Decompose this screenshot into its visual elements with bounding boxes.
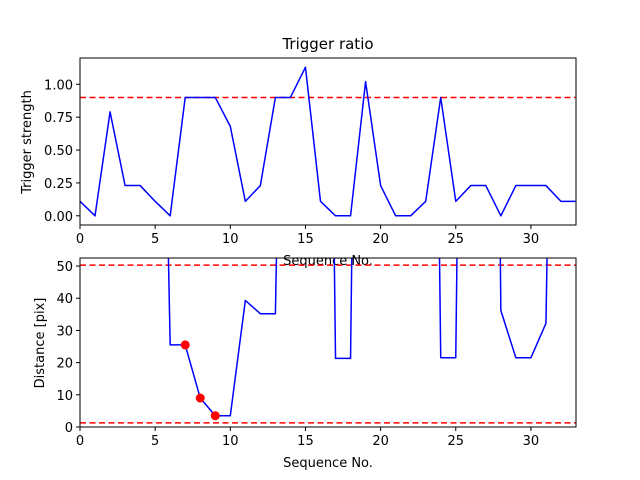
x-ticks: 0 5 10 15 20 25 30 <box>76 427 539 449</box>
x-tick-label: 15 <box>297 232 314 247</box>
plot-area <box>80 258 576 424</box>
y-tick-label: 0.75 <box>44 111 73 126</box>
x-tick-label: 0 <box>76 232 84 247</box>
data-point-marker <box>195 393 205 403</box>
x-axis-label: Sequence No. <box>283 456 373 471</box>
x-axis-label: Sequence No. <box>283 254 373 269</box>
y-tick-label: 50 <box>56 260 73 275</box>
x-tick-label: 0 <box>76 434 84 449</box>
series-line <box>167 258 278 417</box>
axes-frame <box>79 57 577 226</box>
y-tick-label: 30 <box>56 324 73 339</box>
x-tick-label: 10 <box>222 232 239 247</box>
series-line <box>499 258 548 359</box>
plot-area <box>80 66 576 217</box>
series-line <box>438 258 458 359</box>
y-tick-label: 0.50 <box>44 144 73 159</box>
series-line <box>333 258 353 360</box>
y-tick-label: 0 <box>65 421 73 436</box>
series-line <box>80 66 576 217</box>
y-ticks: 0.00 0.25 0.50 0.75 1.00 <box>44 78 80 225</box>
y-ticks: 0 10 20 30 40 50 <box>56 260 80 436</box>
x-tick-label: 5 <box>151 232 159 247</box>
y-axis-label: Trigger strength <box>20 90 35 195</box>
x-tick-label: 30 <box>523 434 540 449</box>
axes-frame <box>79 257 577 428</box>
x-tick-label: 10 <box>222 434 239 449</box>
y-tick-label: 0.25 <box>44 177 73 192</box>
trigger-ratio-panel: Trigger ratio Trigger strength Sequence … <box>20 35 576 269</box>
x-tick-label: 25 <box>447 434 464 449</box>
x-tick-label: 15 <box>297 434 314 449</box>
y-tick-label: 1.00 <box>44 78 73 93</box>
x-tick-label: 20 <box>372 434 389 449</box>
data-point-marker <box>180 340 190 350</box>
y-tick-label: 40 <box>56 292 73 307</box>
x-tick-label: 20 <box>372 232 389 247</box>
data-point-marker <box>210 411 220 421</box>
x-tick-label: 5 <box>151 434 159 449</box>
y-axis-label: Distance [pix] <box>33 298 48 389</box>
chart-title: Trigger ratio <box>281 35 373 53</box>
x-ticks: 0 5 10 15 20 25 30 <box>76 225 539 247</box>
x-tick-label: 30 <box>523 232 540 247</box>
y-tick-label: 20 <box>56 357 73 372</box>
y-tick-label: 10 <box>56 389 73 404</box>
plot-clip-group <box>80 258 576 424</box>
y-tick-label: 0.00 <box>44 210 73 225</box>
plot-clip-group <box>80 66 576 217</box>
x-tick-label: 25 <box>447 232 464 247</box>
distance-panel: Distance [pix] Sequence No. 0 5 10 15 20 25 30… <box>33 258 576 471</box>
